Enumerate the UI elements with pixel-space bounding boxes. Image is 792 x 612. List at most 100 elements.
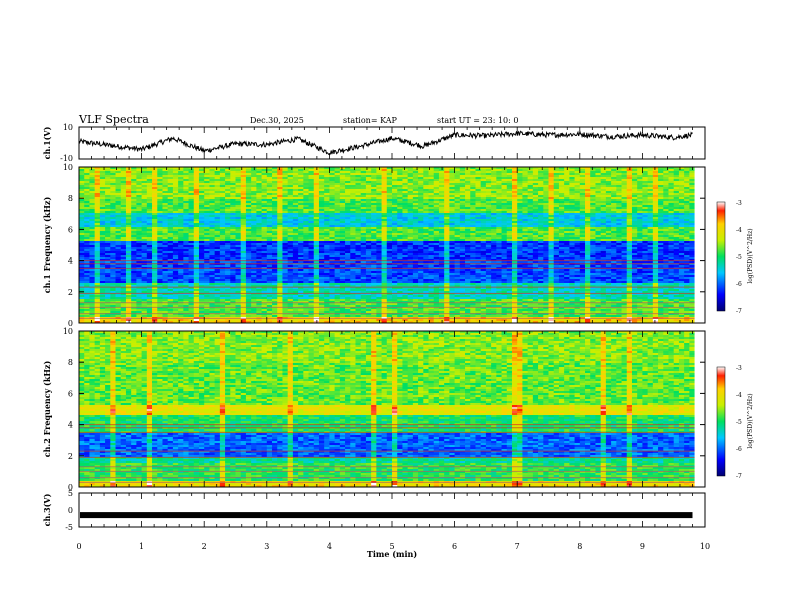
spectrogram-cell: [611, 167, 617, 170]
spectrogram-cell: [120, 167, 127, 170]
spectrogram-cell: [99, 205, 106, 208]
spectrogram-cell: [110, 219, 117, 222]
spectrogram-cell: [689, 195, 696, 198]
spectrogram-cell: [600, 179, 607, 182]
spectrogram-cell: [579, 207, 586, 210]
spectrogram-cell: [574, 183, 581, 186]
spectrogram-cell: [355, 175, 362, 178]
spectrogram-cell: [245, 243, 252, 246]
spectrogram-cell: [428, 227, 435, 230]
spectrogram-cell: [371, 177, 377, 180]
spectrogram-cell: [157, 219, 164, 222]
spectrogram-cell: [298, 169, 304, 172]
spectrogram-cell: [485, 213, 492, 216]
spectrogram-cell: [668, 177, 675, 180]
spectrogram-cell: [418, 177, 424, 180]
spectrogram-cell: [397, 185, 404, 188]
spectrogram-cell: [198, 187, 205, 190]
spectrogram-cell: [658, 179, 664, 182]
spectrogram-cell: [491, 243, 497, 246]
spectrogram-cell: [115, 221, 122, 224]
spectrogram-cell: [558, 243, 565, 246]
spectrogram-cell: [287, 229, 294, 232]
spectrogram-cell: [345, 245, 351, 248]
spectrogram-cell: [256, 183, 263, 186]
spectrogram-cell: [178, 183, 184, 186]
spectrogram-cell: [287, 187, 294, 190]
spectrogram-cell: [256, 231, 263, 234]
spectrogram-cell: [245, 199, 252, 202]
spectrogram-cell: [94, 183, 101, 186]
spectrogram-cell: [438, 205, 445, 208]
spectrogram-cell: [569, 195, 576, 198]
spectrogram-cell: [324, 217, 330, 220]
spectrogram-cell: [637, 167, 643, 170]
spectrogram-cell: [105, 221, 111, 224]
spectrogram-cell: [564, 181, 570, 184]
spectrogram-cell: [188, 243, 195, 246]
spectrogram-cell: [324, 233, 330, 236]
spectrogram-cell: [684, 205, 690, 208]
spectrogram-cell: [178, 185, 184, 188]
spectrogram-cell: [324, 207, 330, 210]
spectrogram-cell: [392, 187, 398, 190]
spectrogram-cell: [412, 221, 419, 224]
spectrogram-cell: [292, 169, 299, 172]
spectrogram-cell: [412, 231, 419, 234]
spectrogram-cell: [579, 183, 586, 186]
spectrogram-cell: [485, 227, 492, 230]
spectrogram-cell: [282, 179, 289, 182]
spectrogram-cell: [261, 213, 268, 216]
spectrogram-cell: [595, 183, 602, 186]
spectrogram-cell: [298, 229, 304, 232]
spectrogram-cell: [444, 199, 450, 202]
spectrogram-cell: [365, 171, 372, 174]
spectrogram-cell: [574, 171, 581, 174]
spectrogram-cell: [214, 219, 221, 222]
spectrogram-cell: [459, 197, 466, 200]
spectrogram-cell: [590, 235, 597, 238]
spectrogram-cell: [459, 237, 466, 240]
spectrogram-cell: [658, 177, 664, 180]
spectrogram-cell: [152, 217, 158, 220]
spectrogram-cell: [381, 225, 388, 228]
spectrogram-cell: [418, 231, 424, 234]
spectrogram-cell: [277, 203, 284, 206]
spectrogram-cell: [235, 211, 242, 214]
spectrogram-cell: [324, 167, 330, 170]
spectrogram-cell: [136, 245, 143, 248]
spectrogram-cell: [219, 209, 226, 212]
spectrogram-cell: [152, 173, 158, 176]
spectrogram-cell: [605, 221, 612, 224]
spectrogram-cell: [517, 241, 524, 244]
spectrogram-cell: [230, 247, 237, 250]
spectrogram-cell: [376, 215, 383, 218]
spectrogram-cell: [522, 229, 529, 232]
spectrogram-cell: [428, 223, 435, 226]
spectrogram-cell: [412, 235, 419, 238]
spectrogram-cell: [673, 193, 680, 196]
spectrogram-cell: [418, 189, 424, 192]
spectrogram-cell: [392, 211, 398, 214]
spectrogram-cell: [277, 181, 284, 184]
spectrogram-cell: [261, 219, 268, 222]
spectrogram-cell: [668, 195, 675, 198]
spectrogram-cell: [318, 207, 325, 210]
spectrogram-cell: [386, 179, 393, 182]
spectrogram-cell: [642, 219, 649, 222]
spectrogram-cell: [152, 229, 158, 232]
spectrogram-cell: [637, 209, 643, 212]
spectrogram-cell: [668, 237, 675, 240]
spectrogram-cell: [402, 169, 409, 172]
spectrogram-cell: [689, 227, 696, 230]
spectrogram-cell: [84, 201, 91, 204]
spectrogram-cell: [371, 175, 377, 178]
spectrogram-cell: [433, 237, 440, 240]
spectrogram-cell: [647, 173, 654, 176]
spectrogram-cell: [381, 229, 388, 232]
spectrogram-cell: [365, 231, 372, 234]
spectrogram-cell: [428, 245, 435, 248]
spectrogram-cell: [491, 223, 497, 226]
spectrogram-cell: [256, 213, 263, 216]
spectrogram-cell: [334, 233, 341, 236]
